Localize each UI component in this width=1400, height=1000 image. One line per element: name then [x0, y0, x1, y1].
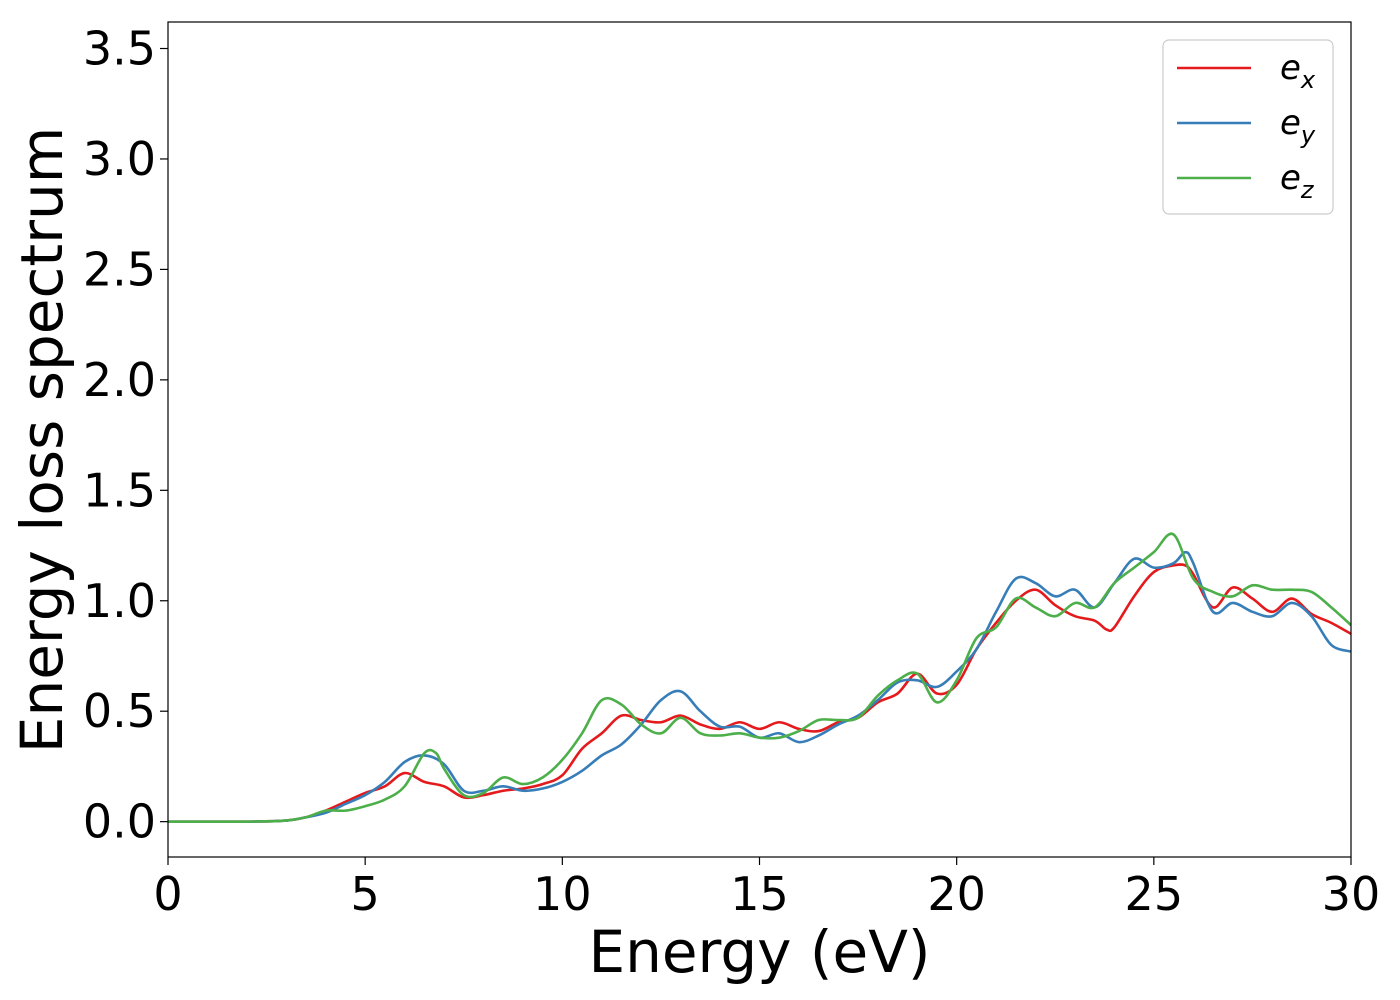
x-tick-label: 25 [1125, 867, 1184, 921]
y-tick-label: 0.5 [83, 684, 156, 738]
y-axis-title: Energy loss spectrum [8, 127, 76, 753]
x-tick-label: 10 [533, 867, 592, 921]
plot-frame [167, 21, 1352, 858]
x-tick-label: 0 [153, 867, 182, 921]
y-tick-label: 1.0 [83, 574, 156, 628]
x-axis-title: Energy (eV) [588, 918, 930, 986]
tick-layer: 0 5 10 15 20 25 30 0.0 0.5 1.0 1.5 2.0 2.5 3.0 3.5 [83, 22, 1380, 921]
legend-label-x: ex [1280, 48, 1316, 94]
y-tick-label: 3.0 [83, 132, 156, 186]
y-tick-label: 1.5 [83, 463, 156, 517]
y-tick-label: 2.5 [83, 242, 156, 296]
plot-layer [168, 532, 1351, 824]
y-tick-label: 3.5 [83, 22, 156, 76]
y-tick-label: 2.0 [83, 353, 156, 407]
series-line-e-z [168, 532, 1351, 824]
y-tick-label: 0.0 [83, 795, 156, 849]
x-tick-label: 15 [730, 867, 789, 921]
x-tick-label: 5 [351, 867, 380, 921]
series-line-e-x [168, 563, 1351, 824]
series-line-e-y [168, 550, 1351, 824]
legend-box [1162, 39, 1334, 215]
x-tick-label: 30 [1322, 867, 1381, 921]
x-tick-label: 20 [927, 867, 986, 921]
